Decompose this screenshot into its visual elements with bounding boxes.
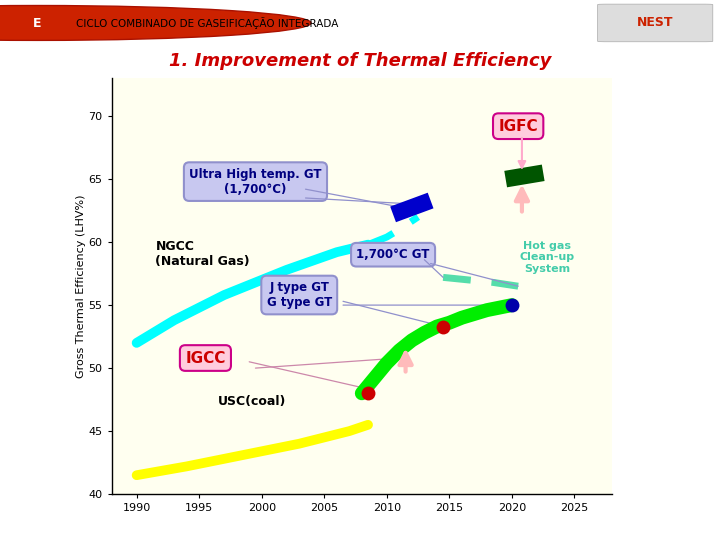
Text: NGCC
(Natural Gas): NGCC (Natural Gas) <box>156 240 250 268</box>
Text: Hot gas
Clean-up
System: Hot gas Clean-up System <box>519 241 575 274</box>
Circle shape <box>0 5 311 40</box>
Text: 1,700°C GT: 1,700°C GT <box>356 248 430 261</box>
Text: USC(coal): USC(coal) <box>218 395 287 408</box>
Text: E: E <box>33 17 42 30</box>
Text: 1. Improvement of Thermal Efficiency: 1. Improvement of Thermal Efficiency <box>168 52 552 70</box>
Text: IGCC: IGCC <box>185 350 225 366</box>
Text: IGFC: IGFC <box>498 119 538 134</box>
Text: CICLO COMBINADO DE GASEIFICAÇÃO INTEGRADA: CICLO COMBINADO DE GASEIFICAÇÃO INTEGRAD… <box>76 17 338 29</box>
Text: NEST: NEST <box>637 16 673 30</box>
Text: Ultra High temp. GT
(1,700°C): Ultra High temp. GT (1,700°C) <box>189 167 322 195</box>
Y-axis label: Gross Thermal Efficiency (LHV%): Gross Thermal Efficiency (LHV%) <box>76 194 86 378</box>
Text: J type GT
G type GT: J type GT G type GT <box>266 281 332 309</box>
FancyBboxPatch shape <box>598 4 713 42</box>
